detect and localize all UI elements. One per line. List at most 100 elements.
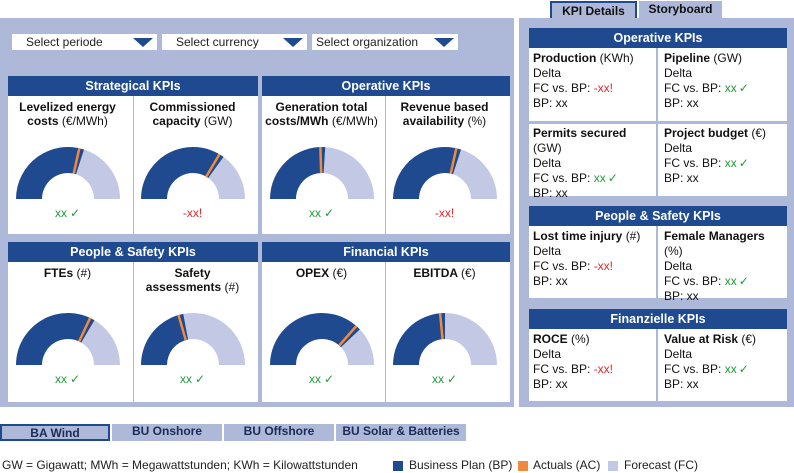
check-icon: ✓ (194, 372, 206, 386)
kpi-unit: (%) (467, 114, 487, 128)
kpi-unit: (€) (332, 266, 348, 280)
kpi-detail-cell[interactable]: ROCE (%) Delta FC vs. BP: -xx! BP: xx (529, 329, 656, 401)
kpi-unit: (#) (625, 229, 641, 243)
kpi-delta-label: Delta (664, 347, 693, 361)
kpi-title-line1: Levelized energy (19, 100, 116, 114)
kpi-detail-name: Pipeline (GW) (664, 51, 783, 66)
legend-swatch-bp (393, 461, 403, 471)
kpi-unit: (€) (460, 266, 476, 280)
bu-button-solar-batteries[interactable]: BU Solar & Batteries (336, 424, 466, 441)
kpi-status-value: xx (179, 372, 192, 386)
kpi-unit: (€) (741, 332, 757, 346)
kpi-unit: (#) (224, 280, 240, 294)
kpi-delta-label: Delta (664, 66, 693, 80)
kpi-detail-cell[interactable]: Lost time injury (#) Delta FC vs. BP: -xx!… (529, 226, 656, 298)
kpi-name: Female Managers (664, 229, 765, 243)
select-currency-label: Select currency (176, 35, 259, 49)
check-icon: ✓ (738, 362, 749, 376)
select-currency-dropdown[interactable]: Select currency (162, 34, 307, 50)
gauge-business-plan-segment (141, 147, 224, 199)
row-divider (529, 121, 787, 124)
fc-value: -xx! (593, 259, 614, 273)
kpi-tile-title: EBITDA (€) (385, 266, 504, 280)
kpi-name: Pipeline (664, 51, 711, 65)
kpi-detail-cell[interactable]: Value at Risk (€) Delta FC vs. BP: xx ✓ BP: … (660, 329, 787, 401)
fc-label: FC vs. BP: (533, 259, 591, 273)
fc-value: -xx! (593, 362, 614, 376)
check-icon: ✓ (323, 372, 335, 386)
bu-button-onshore[interactable]: BU Onshore (112, 424, 222, 441)
kpi-status: xx ✓ (262, 206, 381, 220)
kpi-detail-name: Female Managers (%) (664, 229, 783, 259)
chevron-down-icon (133, 38, 153, 47)
gauge-forecast-segment (323, 147, 374, 199)
kpi-detail-cell[interactable]: Production (KWh) Delta FC vs. BP: -xx! BP: … (529, 48, 656, 120)
kpi-status-value: -xx! (182, 206, 203, 220)
fc-value: xx (724, 274, 737, 288)
group-header: Finanzielle KPIs (529, 309, 787, 329)
kpi-fc-vs-bp: FC vs. BP: -xx! (533, 259, 652, 274)
kpi-status-value: xx (54, 206, 67, 220)
group-header: Strategical KPIs (8, 76, 258, 96)
bu-button-offshore[interactable]: BU Offshore (224, 424, 334, 441)
kpi-title-line1: Commissioned (149, 100, 236, 114)
kpi-delta-label: Delta (533, 347, 562, 361)
gauge-business-plan-segment (393, 147, 462, 199)
kpi-unit: (GW) (533, 141, 562, 155)
kpi-detail-name: Value at Risk (€) (664, 332, 783, 347)
kpi-detail-cell[interactable]: Permits secured (GW) Delta FC vs. BP: xx ✓ B… (529, 123, 656, 200)
gauge-chart (141, 147, 245, 199)
kpi-unit: (GW) (713, 51, 743, 65)
kpi-delta-label: Delta (533, 66, 562, 80)
gauge-forecast-segment (445, 313, 497, 365)
kpi-status-value: xx (431, 372, 444, 386)
gauge-chart (141, 313, 245, 365)
group-header: Financial KPIs (262, 242, 510, 262)
gauge-forecast-segment (183, 313, 245, 365)
kpi-detail-cell[interactable]: Project budget (€) Delta FC vs. BP: xx ✓ BP:… (660, 123, 787, 196)
kpi-tile-title: Safety assessments (#) (133, 266, 252, 294)
kpi-fc-vs-bp: FC vs. BP: xx ✓ (664, 274, 783, 289)
kpi-title-line2: capacity (152, 114, 201, 128)
kpi-detail-cell[interactable]: Female Managers (%) Delta FC vs. BP: xx ✓ BP… (660, 226, 787, 303)
check-icon: ✓ (607, 171, 618, 185)
kpi-unit: (%) (571, 332, 590, 346)
group-header: Operative KPIs (262, 76, 510, 96)
kpi-detail-cell[interactable]: Pipeline (GW) Delta FC vs. BP: xx ✓ BP: xx (660, 48, 787, 120)
kpi-unit: (€/MWh) (331, 114, 378, 128)
kpi-title-line2: costs (27, 114, 59, 128)
gauge-business-plan-segment (270, 147, 326, 199)
fc-value: xx (724, 362, 737, 376)
kpi-status: -xx! (385, 206, 504, 220)
select-organization-dropdown[interactable]: Select organization (312, 34, 458, 50)
kpi-unit: (KWh) (599, 51, 634, 65)
kpi-fc-vs-bp: FC vs. BP: -xx! (533, 362, 652, 377)
gauge-actual-marker (449, 147, 458, 174)
kpi-status: -xx! (133, 206, 252, 220)
bu-button-ba-wind[interactable]: BA Wind (0, 424, 110, 441)
kpi-detail-name: Lost time injury (#) (533, 229, 652, 244)
kpi-name: Lost time injury (533, 229, 623, 243)
kpi-tile-title: Commissioned capacity (GW) (133, 100, 252, 128)
kpi-name: Project budget (664, 126, 749, 140)
kpi-unit: (%) (664, 244, 683, 258)
select-period-dropdown[interactable]: Select periode (12, 34, 157, 50)
column-divider (656, 226, 658, 298)
kpi-name: Production (533, 51, 597, 65)
kpi-tile-title: Levelized energy costs (€/MWh) (8, 100, 127, 128)
kpi-delta-label: Delta (533, 156, 562, 170)
group-header: Operative KPIs (529, 28, 787, 48)
gauge-chart (270, 146, 374, 199)
kpi-tile-title: Revenue based availability (%) (385, 100, 504, 128)
kpi-detail-name: ROCE (%) (533, 332, 652, 347)
kpi-gauge-tile: Safety assessments (#) xx ✓ (133, 262, 252, 400)
kpi-status: xx ✓ (8, 206, 127, 220)
gauge-actual-marker (338, 325, 358, 347)
kpi-gauge-tile: FTEs (#) xx ✓ (8, 262, 127, 400)
tab-storyboard[interactable]: Storyboard (639, 1, 722, 20)
kpi-gauge-tile: Commissioned capacity (GW) -xx! (133, 96, 252, 234)
kpi-fc-vs-bp: FC vs. BP: xx ✓ (664, 362, 783, 377)
kpi-delta-label: Delta (664, 259, 693, 273)
kpi-status-value: -xx! (434, 206, 455, 220)
kpi-detail-name: Project budget (€) (664, 126, 783, 141)
